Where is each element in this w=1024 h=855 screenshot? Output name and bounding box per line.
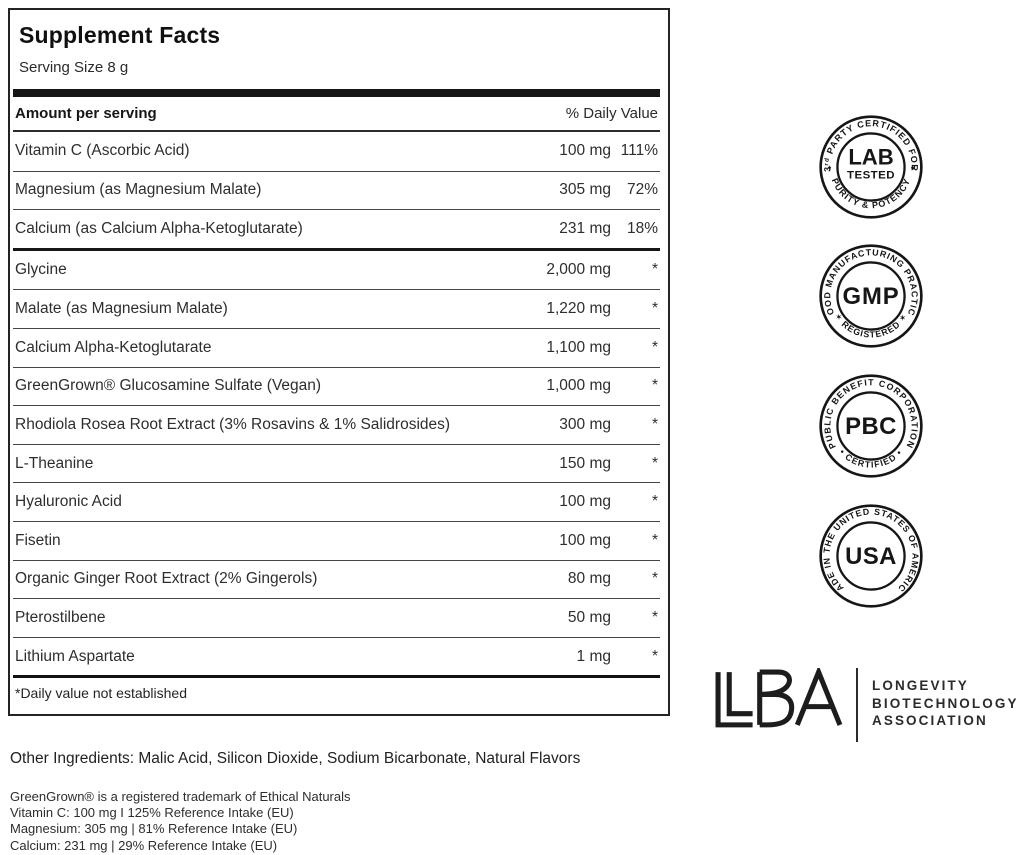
svg-text:• CERTIFIED •: • CERTIFIED • xyxy=(838,447,905,470)
daily-value: * xyxy=(651,570,658,588)
amount-value: 80 mg xyxy=(567,570,611,588)
amount-value: 300 mg xyxy=(559,415,611,433)
ingredient-name: Lithium Aspartate xyxy=(15,647,135,665)
logo-divider xyxy=(856,668,858,742)
diamond-marker-icon: ♦ xyxy=(828,163,832,172)
gmp-seal-icon: GOOD MANUFACTURING PRACTICE ✶ REGISTERED… xyxy=(818,243,923,348)
serving-size: Serving Size 8 g xyxy=(19,59,129,76)
ingredient-name: Vitamin C (Ascorbic Acid) xyxy=(15,142,190,160)
daily-value: * xyxy=(651,415,658,433)
lab-tested-badge: 3ʳᵈ PARTY CERTIFIED FOR PURITY & POTENCY… xyxy=(818,114,924,220)
amount-value: 150 mg xyxy=(559,454,611,472)
association-name-line: BIOTECHNOLOGY xyxy=(872,695,1019,711)
daily-value: 72% xyxy=(626,181,658,199)
lba-monogram-icon xyxy=(715,665,843,728)
usa-seal-icon: MADE IN THE UNITED STATES OF AMERICA USA xyxy=(818,503,923,608)
table-row: Lithium Aspartate 1 mg * xyxy=(13,636,660,676)
table-row: Calcium Alpha-Ketoglutarate 1,100 mg * xyxy=(13,327,660,367)
daily-value: * xyxy=(651,608,658,626)
fine-print-line: GreenGrown® is a registered trademark of… xyxy=(10,789,351,804)
badge-center-text: GMP xyxy=(843,283,900,310)
amount-value: 1 mg xyxy=(576,647,611,665)
table-row: Pterostilbene 50 mg * xyxy=(13,598,660,637)
header-daily-value: % Daily Value xyxy=(565,105,658,122)
badge-bottom-arc-text: • CERTIFIED • xyxy=(838,447,904,470)
thick-divider-top xyxy=(13,89,660,97)
ingredient-name: Glycine xyxy=(15,261,67,279)
fine-print-line: Vitamin C: 100 mg I 125% Reference Intak… xyxy=(10,805,294,821)
table-header-row: Amount per serving % Daily Value xyxy=(13,97,660,132)
amount-value: 305 mg xyxy=(559,181,611,199)
badge-center-text: USA xyxy=(845,543,897,570)
association-name-line: LONGEVITY xyxy=(872,678,969,693)
amount-value: 1,000 mg xyxy=(546,377,611,395)
amount-value: 100 mg xyxy=(559,493,611,511)
amount-value: 50 mg xyxy=(567,608,611,626)
badge-center-subtext: TESTED xyxy=(847,169,895,181)
table-row: Vitamin C (Ascorbic Acid) 100 mg 111% xyxy=(13,132,660,171)
amount-value: 1,100 mg xyxy=(546,338,611,356)
table-row: Fisetin 100 mg * xyxy=(13,520,660,560)
ingredient-name: Calcium (as Calcium Alpha-Ketoglutarate) xyxy=(15,219,303,237)
badge-center-text: PBC xyxy=(845,413,897,440)
ingredient-name: Magnesium (as Magnesium Malate) xyxy=(15,181,262,199)
table-row: GreenGrown® Glucosamine Sulfate (Vegan) … xyxy=(13,366,660,406)
pbc-seal-icon: PUBLIC BENEFIT CORPORATION • CERTIFIED •… xyxy=(819,374,923,478)
amount-value: 231 mg xyxy=(559,219,611,237)
table-row: L-Theanine 150 mg * xyxy=(13,443,660,483)
daily-value: * xyxy=(651,647,658,665)
daily-value: * xyxy=(651,300,658,318)
table-row: Calcium (as Calcium Alpha-Ketoglutarate)… xyxy=(13,209,660,248)
ingredient-name: Pterostilbene xyxy=(15,608,106,626)
header-amount-per-serving: Amount per serving xyxy=(15,105,157,122)
fine-print-line: Magnesium: 305 mg | 81% Reference Intake… xyxy=(10,821,298,837)
table-row: Glycine 2,000 mg * xyxy=(13,251,660,290)
association-name: LONGEVITY BIOTECHNOLOGY ASSOCIATION xyxy=(872,677,1019,730)
pbc-badge: PUBLIC BENEFIT CORPORATION • CERTIFIED •… xyxy=(818,373,924,479)
supplement-facts-panel: Supplement Facts Serving Size 8 g Amount… xyxy=(8,8,670,716)
lab-tested-seal-icon: 3ʳᵈ PARTY CERTIFIED FOR PURITY & POTENCY… xyxy=(819,115,923,219)
amount-value: 100 mg xyxy=(559,142,611,160)
ingredient-name: Rhodiola Rosea Root Extract (3% Rosavins… xyxy=(15,415,451,433)
panel-title: Supplement Facts xyxy=(19,22,221,48)
ingredient-name: GreenGrown® Glucosamine Sulfate (Vegan) xyxy=(15,377,322,395)
table-section-no-dv: Glycine 2,000 mg * Malate (as Magnesium … xyxy=(13,247,660,676)
ingredient-name: L-Theanine xyxy=(15,454,94,472)
ingredient-name: Calcium Alpha-Ketoglutarate xyxy=(15,338,212,356)
daily-value: 18% xyxy=(626,219,658,237)
ingredient-name: Malate (as Magnesium Malate) xyxy=(15,300,228,318)
other-ingredients-text: Other Ingredients: Malic Acid, Silicon D… xyxy=(10,750,581,767)
table-row: Organic Ginger Root Extract (2% Gingerol… xyxy=(13,559,660,599)
ingredient-name: Fisetin xyxy=(15,531,61,549)
diamond-marker-icon: ♦ xyxy=(911,163,915,172)
table-row: Rhodiola Rosea Root Extract (3% Rosavins… xyxy=(13,405,660,444)
gmp-badge: GOOD MANUFACTURING PRACTICE ✶ REGISTERED… xyxy=(818,243,924,349)
amount-value: 2,000 mg xyxy=(546,261,611,279)
daily-value: * xyxy=(651,338,658,356)
amount-value: 1,220 mg xyxy=(546,300,611,318)
fine-print-line: Calcium: 231 mg | 29% Reference Intake (… xyxy=(10,837,278,853)
daily-value: * xyxy=(651,261,658,279)
lba-logo xyxy=(714,665,844,736)
ingredient-name: Hyaluronic Acid xyxy=(15,493,122,511)
daily-value: 111% xyxy=(620,142,658,160)
daily-value: * xyxy=(651,454,658,472)
badge-center-text: LAB xyxy=(848,144,893,169)
table-row: Magnesium (as Magnesium Malate) 305 mg 7… xyxy=(13,170,660,210)
table-row: Malate (as Magnesium Malate) 1,220 mg * xyxy=(13,289,660,328)
daily-value: * xyxy=(651,531,658,549)
amount-value: 100 mg xyxy=(559,531,611,549)
ingredient-name: Organic Ginger Root Extract (2% Gingerol… xyxy=(15,570,318,588)
table-section-daily-values: Vitamin C (Ascorbic Acid) 100 mg 111% Ma… xyxy=(13,132,660,248)
table-row: Hyaluronic Acid 100 mg * xyxy=(13,482,660,521)
association-name-line: ASSOCIATION xyxy=(872,713,988,728)
daily-value: * xyxy=(651,377,658,395)
fine-print-block: GreenGrown® is a registered trademark of… xyxy=(10,789,351,854)
made-in-usa-badge: MADE IN THE UNITED STATES OF AMERICA USA xyxy=(818,503,924,609)
daily-value: * xyxy=(651,493,658,511)
daily-value-footnote: *Daily value not established xyxy=(13,675,660,707)
